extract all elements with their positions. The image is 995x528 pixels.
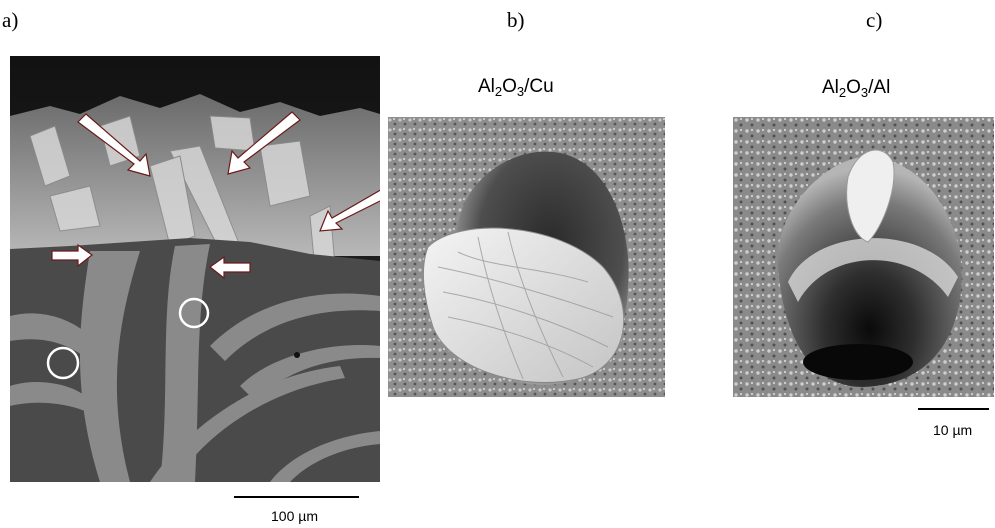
panel-label-c: c) <box>866 8 883 32</box>
arrow-icon <box>319 189 380 232</box>
micrograph-c <box>733 117 994 397</box>
panel-label-b: b) <box>507 8 525 32</box>
arrow-icon <box>77 113 151 177</box>
scale-label-c: 10 µm <box>933 422 973 438</box>
arrow-icon <box>227 111 301 175</box>
marker-circle <box>46 346 80 380</box>
panel-title-c: Al2O3/Al <box>822 77 891 100</box>
arrow-icon <box>208 255 251 280</box>
micrograph-b <box>388 117 665 397</box>
marker-circle <box>178 297 210 329</box>
scale-bar-c <box>918 408 989 410</box>
panel-title-b: Al2O3/Cu <box>478 76 554 99</box>
scale-label-a: 100 µm <box>271 508 318 524</box>
panel-label-a: a) <box>2 8 19 32</box>
scale-bar-a <box>234 496 359 498</box>
micrograph-a <box>10 56 380 482</box>
arrow-icon <box>51 243 94 268</box>
